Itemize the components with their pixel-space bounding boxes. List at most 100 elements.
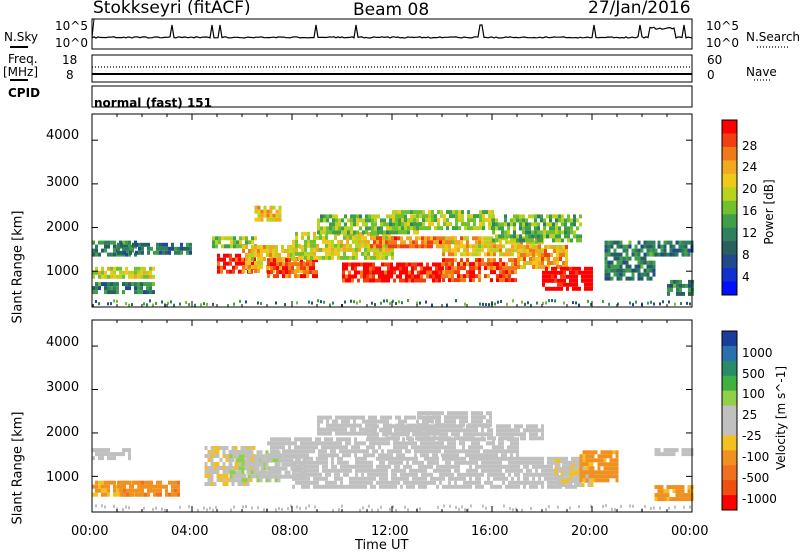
power-cell (563, 283, 566, 287)
power-cell (538, 249, 541, 253)
power-cell (473, 226, 476, 230)
velocity-cell (553, 485, 556, 489)
power-cell (364, 240, 367, 244)
velocity-cell (382, 432, 385, 436)
ground-scatter-cell (419, 302, 421, 305)
velocity-cell (403, 457, 406, 461)
power-cell (138, 247, 141, 251)
power-cell (413, 222, 416, 226)
ground-scatter-cell (125, 505, 127, 508)
power-cell (653, 245, 656, 249)
power-cell (248, 261, 251, 265)
power-cell (451, 236, 454, 240)
velocity-cell (439, 481, 442, 485)
velocity-cell (517, 481, 520, 485)
velocity-cell (430, 461, 433, 465)
power-cell (328, 252, 331, 256)
velocity-cell (248, 462, 251, 466)
velocity-cell (247, 454, 250, 458)
power-cell (218, 240, 221, 244)
power-cell (523, 257, 526, 261)
power-cell (331, 248, 334, 252)
velocity-cell (373, 424, 376, 428)
power-cell (412, 244, 415, 248)
velocity-cell (409, 465, 412, 469)
velocity-cell (359, 432, 362, 436)
ground-scatter-cell (164, 303, 166, 306)
power-cell (267, 270, 270, 274)
power-cell (116, 267, 119, 271)
velocity-cell (334, 481, 337, 485)
velocity-cell (399, 449, 402, 453)
power-cell (233, 240, 236, 244)
power-cell (517, 257, 520, 261)
velocity-cell (532, 473, 535, 477)
power-cell (445, 270, 448, 274)
velocity-cell (337, 485, 340, 489)
power-cell (469, 274, 472, 278)
power-cell (505, 248, 508, 252)
velocity-cell (453, 423, 456, 427)
velocity-cell (326, 416, 329, 420)
velocity-cell (517, 457, 520, 461)
power-cell (304, 232, 307, 236)
velocity-cell (403, 432, 406, 436)
power-cell (496, 278, 499, 282)
power-cell (584, 267, 587, 271)
velocity-cell (300, 445, 303, 449)
velocity-cell (338, 424, 341, 428)
velocity-cell (342, 449, 345, 453)
power-cell (303, 274, 306, 278)
power-panel-ylabel: Slant Range [km] (11, 211, 26, 324)
velocity-cell (442, 473, 445, 477)
power-cell (340, 256, 343, 260)
velocity-cell (381, 453, 384, 457)
power-cell (502, 252, 505, 256)
power-cell (95, 282, 98, 286)
velocity-cell (310, 473, 313, 477)
velocity-cell (406, 428, 409, 432)
velocity-cell (535, 436, 538, 440)
velocity-cell (418, 481, 421, 485)
power-cell (391, 252, 394, 256)
power-cell (460, 236, 463, 240)
velocity-cell (535, 485, 538, 489)
ground-scatter-cell (398, 300, 400, 303)
power-cell (421, 236, 424, 240)
power-cell (385, 256, 388, 260)
power-cell (562, 245, 565, 249)
velocity-cell (664, 493, 667, 497)
velocity-cell (214, 450, 217, 454)
power-cell (392, 230, 395, 234)
power-cell (463, 262, 466, 266)
power-cell (492, 226, 495, 230)
power-cell (457, 274, 460, 278)
velocity-cell (395, 416, 398, 420)
velocity-cell (255, 455, 258, 459)
power-cell (360, 271, 363, 275)
ground-scatter-cell (668, 300, 670, 303)
velocity-cell (472, 469, 475, 473)
power-cell (542, 283, 545, 287)
power-cell (535, 249, 538, 253)
power-cell (428, 218, 431, 222)
ground-scatter-cell (155, 302, 157, 305)
power-cell (620, 261, 623, 265)
power-cell (455, 210, 458, 214)
velocity-cell (321, 445, 324, 449)
power-cell (579, 238, 582, 242)
power-cell (579, 222, 582, 226)
velocity-cell (457, 457, 460, 461)
power-cell (396, 263, 399, 267)
power-cell (473, 214, 476, 218)
power-cell (647, 249, 650, 253)
power-cell (558, 214, 561, 218)
power-cell (614, 249, 617, 253)
velocity-cell (336, 445, 339, 449)
power-cell (270, 214, 273, 218)
power-cell (110, 286, 113, 290)
velocity-cell (298, 469, 301, 473)
velocity-cell (417, 411, 420, 415)
velocity-cell (333, 453, 336, 457)
velocity-cell (255, 471, 258, 475)
